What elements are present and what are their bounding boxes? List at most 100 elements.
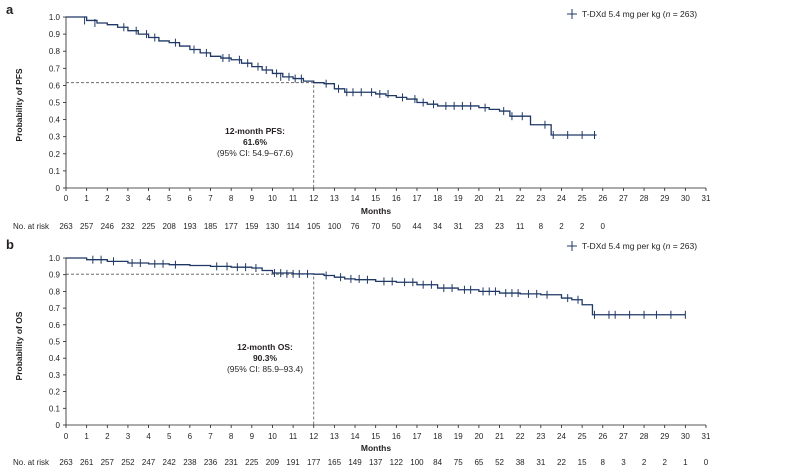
pfs-x-tick-label: 3 [126, 194, 131, 203]
pfs-at-risk-value: 23 [474, 222, 483, 231]
os-x-tick-label: 11 [289, 432, 298, 441]
pfs-at-risk-value: 232 [121, 222, 135, 231]
os-x-tick-label: 26 [598, 432, 607, 441]
os-at-risk-value: 0 [704, 458, 709, 467]
pfs-x-tick-label: 2 [105, 194, 110, 203]
pfs-x-tick-label: 5 [167, 194, 172, 203]
os-x-tick-label: 15 [371, 432, 380, 441]
os-y-tick-label: 0.3 [49, 371, 61, 380]
pfs-x-tick-label: 21 [495, 194, 504, 203]
os-at-risk-value: 247 [142, 458, 156, 467]
os-x-tick-label: 28 [640, 432, 649, 441]
os-legend-prefix: T-DXd 5.4 mg per kg ( [582, 241, 666, 251]
pfs-at-risk-value: 50 [392, 222, 401, 231]
pfs-x-tick-label: 24 [557, 194, 566, 203]
pfs-legend-n: n [666, 9, 671, 19]
os-y-tick-label: 0.1 [49, 404, 61, 413]
pfs-y-tick-label: 0.9 [49, 30, 61, 39]
pfs-at-risk-value: 0 [601, 222, 606, 231]
os-x-tick-label: 5 [167, 432, 172, 441]
pfs-y-tick-label: 0.3 [49, 133, 61, 142]
os-y-tick-label: 0 [56, 421, 61, 430]
os-at-risk-value: 75 [454, 458, 463, 467]
pfs-annotation: 12-month PFS: 61.6% (95% CI: 54.9–67.6) [217, 126, 293, 158]
os-x-tick-label: 27 [619, 432, 628, 441]
pfs-y-tick-label: 0.8 [49, 47, 61, 56]
os-x-tick-label: 23 [536, 432, 545, 441]
pfs-at-risk-value: 31 [454, 222, 463, 231]
pfs-x-tick-label: 30 [681, 194, 690, 203]
pfs-x-tick-label: 14 [351, 194, 360, 203]
pfs-x-tick-label: 0 [64, 194, 69, 203]
pfs-x-tick-label: 19 [454, 194, 463, 203]
os-y-tick-label: 0.9 [49, 271, 61, 280]
os-x-tick-label: 25 [578, 432, 587, 441]
pfs-at-risk-value: 130 [266, 222, 280, 231]
pfs-at-risk-label: No. at risk [13, 222, 50, 231]
pfs-annotation-value: 61.6% [243, 137, 268, 147]
pfs-at-risk-value: 100 [328, 222, 342, 231]
os-at-risk-value: 8 [601, 458, 606, 467]
pfs-at-risk-value: 177 [224, 222, 238, 231]
pfs-y-tick-label: 0 [56, 184, 61, 193]
pfs-legend-prefix: T-DXd 5.4 mg per kg ( [582, 9, 666, 19]
pfs-at-risk-value: 246 [101, 222, 115, 231]
os-annotation-ci: (95% CI: 85.9–93.4) [227, 364, 303, 374]
pfs-legend-label: T-DXd 5.4 mg per kg (n = 263) [582, 9, 697, 19]
os-at-risk-value: 52 [495, 458, 504, 467]
os-at-risk-value: 231 [224, 458, 238, 467]
os-km-curve [66, 257, 686, 316]
os-x-tick-label: 9 [250, 432, 255, 441]
os-at-risk-value: 263 [59, 458, 73, 467]
os-at-risk-value: 84 [433, 458, 442, 467]
pfs-x-tick-label: 18 [433, 194, 442, 203]
pfs-panel: a Probability of PFS Months T-DXd 5.4 mg… [6, 2, 711, 231]
pfs-x-tick-label: 1 [84, 194, 89, 203]
pfs-x-axis-title: Months [361, 206, 391, 216]
os-x-tick-label: 16 [392, 432, 401, 441]
os-annotation-value: 90.3% [253, 353, 278, 363]
os-at-risk-value: 225 [245, 458, 259, 467]
pfs-at-risk-value: 208 [163, 222, 177, 231]
pfs-x-tick-label: 28 [640, 194, 649, 203]
pfs-x-tick-label: 16 [392, 194, 401, 203]
os-at-risk-value: 209 [266, 458, 280, 467]
os-x-tick-label: 6 [188, 432, 193, 441]
os-x-tick-label: 13 [330, 432, 339, 441]
pfs-at-risk-value: 225 [142, 222, 156, 231]
os-at-risk-value: 1 [683, 458, 688, 467]
pfs-x-tick-label: 23 [536, 194, 545, 203]
os-x-tick-label: 0 [64, 432, 69, 441]
pfs-x-tick-label: 13 [330, 194, 339, 203]
pfs-y-tick-label: 0.4 [49, 116, 61, 125]
os-x-tick-label: 21 [495, 432, 504, 441]
pfs-at-risk-value: 8 [539, 222, 544, 231]
os-at-risk-value: 177 [307, 458, 321, 467]
panel-label-b: b [6, 237, 14, 252]
pfs-x-tick-label: 15 [371, 194, 380, 203]
panel-label-a: a [6, 2, 14, 17]
os-at-risk-value: 2 [642, 458, 647, 467]
os-at-risk-value: 252 [121, 458, 135, 467]
os-at-risk-label: No. at risk [13, 458, 50, 467]
pfs-at-risk-value: 263 [59, 222, 73, 231]
os-x-tick-label: 12 [309, 432, 318, 441]
pfs-at-risk-value: 2 [580, 222, 585, 231]
pfs-x-tick-label: 25 [578, 194, 587, 203]
pfs-x-tick-label: 12 [309, 194, 318, 203]
pfs-y-tick-label: 0.7 [49, 64, 61, 73]
os-x-tick-label: 24 [557, 432, 566, 441]
pfs-at-risk-value: 23 [495, 222, 504, 231]
pfs-at-risk-value: 185 [204, 222, 218, 231]
os-at-risk-value: 238 [183, 458, 197, 467]
pfs-y-tick-label: 1.0 [49, 13, 61, 22]
pfs-at-risk-value: 44 [413, 222, 422, 231]
os-x-tick-label: 3 [126, 432, 131, 441]
pfs-legend: T-DXd 5.4 mg per kg (n = 263) [567, 9, 697, 19]
pfs-x-tick-label: 31 [702, 194, 711, 203]
pfs-x-tick-label: 29 [660, 194, 669, 203]
os-at-risk-value: 100 [410, 458, 424, 467]
os-x-tick-label: 2 [105, 432, 110, 441]
pfs-at-risk-value: 2 [559, 222, 564, 231]
